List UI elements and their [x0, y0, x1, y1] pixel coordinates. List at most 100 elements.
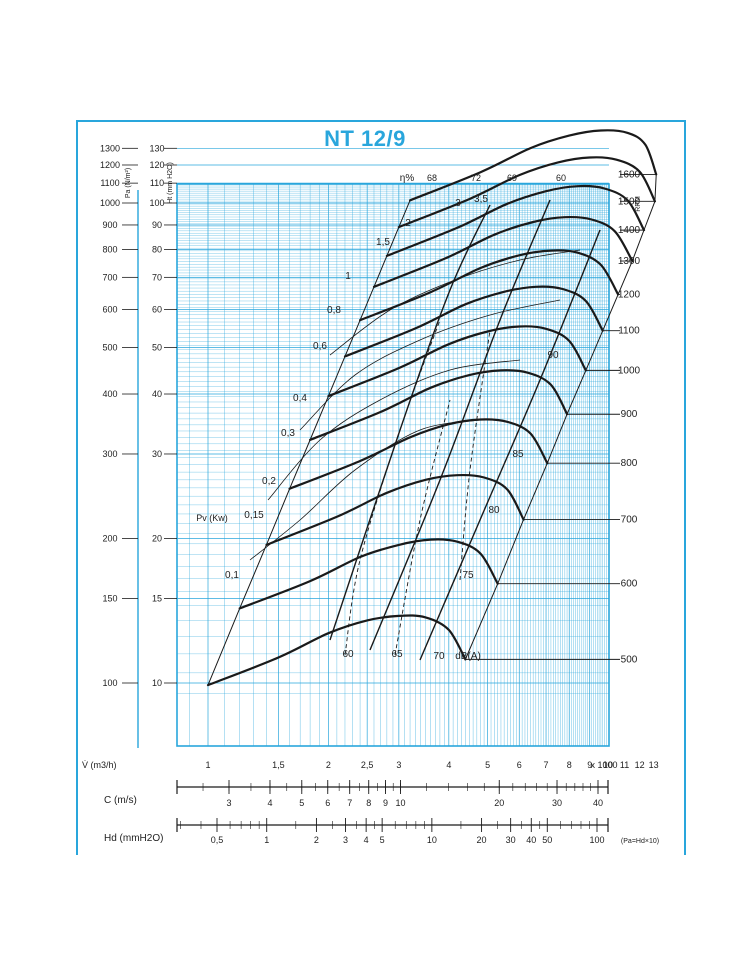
noise-label: 60 [342, 649, 354, 660]
left-envelope [207, 200, 411, 686]
rpm-curve-1600 [409, 129, 658, 202]
pa-tick-label: 600 [102, 304, 117, 314]
rpm-curve-500 [206, 614, 467, 687]
pa-tick-label: 800 [102, 245, 117, 255]
x-tick-label: 1 [205, 760, 210, 770]
x-tick-label: 5 [485, 760, 490, 770]
pa-tick-label: 900 [102, 220, 117, 230]
rpm-label: 1300 [618, 256, 641, 267]
pa-tick-label: 300 [102, 449, 117, 459]
rpm-curve-1300 [372, 215, 634, 288]
rpm-label: 900 [621, 409, 638, 420]
hd-axis-label: Hd (mmH2O) [104, 833, 163, 844]
hd-tick-label: 2 [314, 835, 319, 845]
rpm-label: 700 [621, 515, 638, 526]
rpm-curve-1500 [397, 156, 656, 229]
axes [122, 147, 609, 832]
velocity-tick-label: 7 [347, 798, 352, 808]
rpm-label: 800 [621, 458, 638, 469]
ht-axis-label: Ht (mm H2O) [167, 162, 174, 204]
ht-tick-label: 40 [152, 389, 162, 399]
hd-note: (Pa=Hd×10) [621, 838, 659, 845]
x-tick-label: 12 [635, 760, 645, 770]
pa-tick-label: 1200 [100, 160, 120, 170]
x-tick-label: 8 [567, 760, 572, 770]
x-tick-label: 10 [603, 760, 613, 770]
x-tick-label: 13 [649, 760, 659, 770]
x-axis-label: V̇ (m3/h) [82, 760, 117, 770]
power-label: 3,5 [474, 194, 488, 205]
x-tick-label: 2,5 [361, 760, 374, 770]
hd-tick-label: 1 [264, 835, 269, 845]
pa-tick-label: 400 [102, 389, 117, 399]
system-line [369, 199, 551, 651]
ht-tick-label: 10 [152, 678, 162, 688]
power-label: 0,1 [225, 570, 239, 581]
efficiency-label: 69 [507, 173, 517, 183]
power-label: 0,15 [244, 510, 264, 521]
velocity-tick-label: 3 [226, 798, 231, 808]
pa-axis-label: Pa (N/m²) [125, 168, 132, 198]
power-curve [249, 419, 481, 561]
ht-tick-label: 50 [152, 342, 162, 352]
efficiency-label: 72 [471, 173, 481, 183]
rpm-label: 1100 [618, 326, 640, 337]
noise-curve [344, 319, 441, 656]
ht-tick-label: 80 [152, 245, 162, 255]
hd-tick-label: 30 [506, 835, 516, 845]
power-axis-label: Pv (Kw) [196, 513, 228, 523]
noise-label: 90 [547, 350, 559, 361]
right-envelope [464, 174, 657, 660]
rpm-label: 1400 [618, 225, 641, 236]
rpm-label: 1600 [618, 169, 641, 180]
ht-tick-label: 100 [149, 198, 164, 208]
rpm-curve-700 [265, 473, 525, 546]
efficiency-symbol: η% [400, 173, 415, 184]
rpm-label: 1500 [618, 196, 641, 207]
x-tick-label: 3 [396, 760, 401, 770]
ht-tick-label: 30 [152, 449, 162, 459]
hd-tick-label: 3 [343, 835, 348, 845]
power-label: 0,2 [262, 476, 276, 487]
ht-tick-label: 15 [152, 593, 162, 603]
pa-tick-label: 1300 [100, 143, 120, 153]
velocity-tick-label: 10 [396, 798, 406, 808]
power-label: 2 [405, 218, 411, 229]
hd-tick-label: 4 [364, 835, 369, 845]
power-curve [329, 249, 581, 356]
hd-tick-label: 20 [477, 835, 487, 845]
x-multiplier-label: x 1000 [590, 760, 617, 770]
rpm-curve-900 [309, 369, 569, 441]
noise-curve [394, 399, 451, 656]
power-label: 0,6 [313, 341, 327, 352]
noise-label: 85 [512, 449, 524, 460]
power-curve [267, 359, 521, 501]
power-label: 1,5 [376, 237, 390, 248]
pa-tick-label: 1000 [100, 198, 120, 208]
velocity-tick-label: 6 [325, 798, 330, 808]
hd-tick-label: 50 [542, 835, 552, 845]
noise-label: 75 [462, 570, 474, 581]
rpm-curves [206, 129, 658, 687]
rpm-curve-600 [238, 538, 499, 610]
system-line [419, 229, 601, 661]
x-tick-label: 7 [544, 760, 549, 770]
rpm-curve-1400 [385, 184, 646, 257]
pa-tick-label: 500 [102, 342, 117, 352]
ht-tick-label: 60 [152, 304, 162, 314]
rpm-label: 500 [621, 654, 638, 665]
power-curve [299, 299, 561, 431]
hd-tick-label: 0,5 [211, 835, 224, 845]
velocity-tick-label: 20 [494, 798, 504, 808]
rpm-label: 1200 [618, 289, 641, 300]
velocity-tick-label: 30 [552, 798, 562, 808]
x-tick-label: 6 [517, 760, 522, 770]
velocity-axis-label: C (m/s) [104, 795, 137, 806]
efficiency-label: 60 [556, 173, 566, 183]
pa-tick-label: 100 [102, 678, 117, 688]
hd-tick-label: 40 [526, 835, 536, 845]
chart-title: NT 12/9 [324, 126, 406, 151]
rpm-axis-label: RPM [635, 196, 642, 212]
x-tick-label: 2 [326, 760, 331, 770]
chart-labels: 5006007008009001000110012001300140015001… [82, 143, 659, 845]
